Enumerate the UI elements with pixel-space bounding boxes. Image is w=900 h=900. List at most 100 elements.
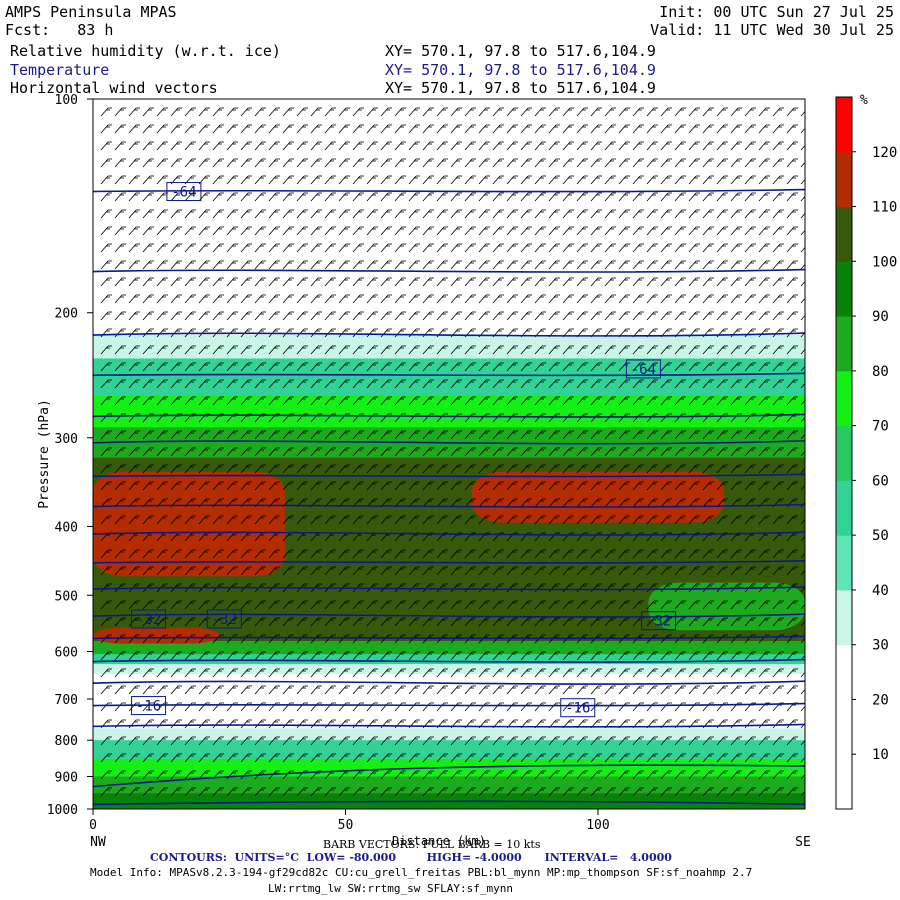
wind-barb [212, 294, 224, 304]
wind-barb [268, 209, 280, 219]
wind-barb [730, 226, 742, 236]
wind-barb [380, 107, 392, 117]
wind-barb [772, 209, 784, 219]
wind-barb [296, 192, 308, 202]
wind-barb [772, 328, 784, 338]
wind-barb [464, 430, 476, 440]
wind-barb [520, 549, 532, 559]
wind-barb [632, 226, 644, 236]
wind-barb [226, 549, 238, 559]
wind-barb [352, 141, 364, 151]
wind-barb [156, 311, 168, 321]
wind-barb [660, 260, 672, 270]
wind-barb [198, 447, 210, 457]
wind-barb [114, 175, 126, 185]
wind-barb [632, 379, 644, 389]
rh-band [93, 776, 805, 794]
wind-barb [156, 294, 168, 304]
wind-barb [744, 158, 756, 168]
wind-barb [464, 107, 476, 117]
wind-barb [156, 226, 168, 236]
wind-barb [422, 396, 434, 406]
wind-barb [534, 260, 546, 270]
wind-barb [702, 192, 714, 202]
wind-barb [408, 192, 420, 202]
isotherm-label: -32 [212, 612, 237, 628]
wind-barb [464, 379, 476, 389]
wind-barb [352, 158, 364, 168]
wind-barb [716, 396, 728, 406]
wind-barb [450, 243, 462, 253]
wind-barb [226, 311, 238, 321]
wind-barb [352, 447, 364, 457]
wind-barb [380, 311, 392, 321]
wind-barb [674, 498, 686, 508]
wind-barb [464, 447, 476, 457]
wind-barb [366, 260, 378, 270]
wind-barb [436, 447, 448, 457]
wind-barb [422, 192, 434, 202]
y-tick-label: 100 [55, 93, 78, 108]
wind-barb [240, 345, 252, 355]
wind-barb [716, 311, 728, 321]
wind-barb [366, 328, 378, 338]
wind-barb [366, 345, 378, 355]
wind-barb [520, 362, 532, 372]
wind-barb [366, 430, 378, 440]
wind-barb [380, 362, 392, 372]
wind-barb [520, 277, 532, 287]
wind-barb [380, 515, 392, 525]
wind-barb [744, 124, 756, 134]
wind-barb [338, 260, 350, 270]
wind-barb [758, 311, 770, 321]
colorbar-label: 90 [872, 309, 889, 325]
wind-barb [730, 464, 742, 474]
wind-barb [576, 192, 588, 202]
wind-barb [114, 124, 126, 134]
wind-barb [212, 379, 224, 389]
wind-barb [142, 430, 154, 440]
wind-barb [212, 362, 224, 372]
wind-barb [646, 311, 658, 321]
wind-barb [184, 209, 196, 219]
wind-barb [380, 549, 392, 559]
wind-barb [408, 515, 420, 525]
field-3-xy: XY= 570.1, 97.8 to 517.6,104.9 [385, 79, 656, 97]
wind-barb [632, 345, 644, 355]
wind-barb [548, 175, 560, 185]
wind-barb [282, 294, 294, 304]
wind-barb [212, 345, 224, 355]
wind-barb [534, 464, 546, 474]
wind-barb [310, 515, 322, 525]
wind-barb [576, 362, 588, 372]
field-2-name: Temperature [10, 61, 110, 79]
colorbar-label: 30 [872, 638, 889, 654]
wind-barb [758, 328, 770, 338]
wind-barb [674, 175, 686, 185]
wind-barb [786, 209, 798, 219]
wind-barb [548, 515, 560, 525]
wind-barb [310, 107, 322, 117]
wind-barb [772, 175, 784, 185]
wind-barb [240, 158, 252, 168]
wind-barb [730, 294, 742, 304]
wind-barb [702, 396, 714, 406]
wind-barb [240, 362, 252, 372]
wind-barb [702, 362, 714, 372]
wind-barb [422, 141, 434, 151]
wind-barb [590, 294, 602, 304]
wind-barb [478, 226, 490, 236]
wind-barb [114, 464, 126, 474]
wind-barb [170, 362, 182, 372]
wind-barb [772, 379, 784, 389]
wind-barb [394, 209, 406, 219]
wind-barb [688, 430, 700, 440]
wind-barb [660, 447, 672, 457]
wind-barb [254, 107, 266, 117]
wind-barb [142, 328, 154, 338]
wind-barb [394, 260, 406, 270]
wind-barb [576, 141, 588, 151]
wind-barb [310, 226, 322, 236]
wind-barb [702, 430, 714, 440]
wind-barb [338, 481, 350, 491]
